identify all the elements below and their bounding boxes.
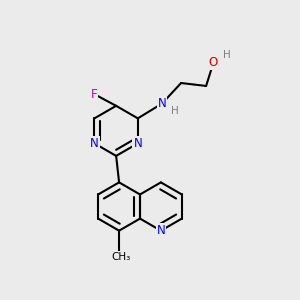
Text: O: O bbox=[209, 56, 218, 69]
Text: H: H bbox=[223, 50, 231, 60]
Text: N: N bbox=[90, 137, 99, 150]
Text: N: N bbox=[134, 137, 142, 150]
Text: H: H bbox=[171, 106, 179, 116]
Text: CH₃: CH₃ bbox=[111, 252, 130, 262]
Text: N: N bbox=[158, 97, 166, 110]
Text: N: N bbox=[157, 224, 165, 237]
Text: F: F bbox=[91, 88, 98, 100]
